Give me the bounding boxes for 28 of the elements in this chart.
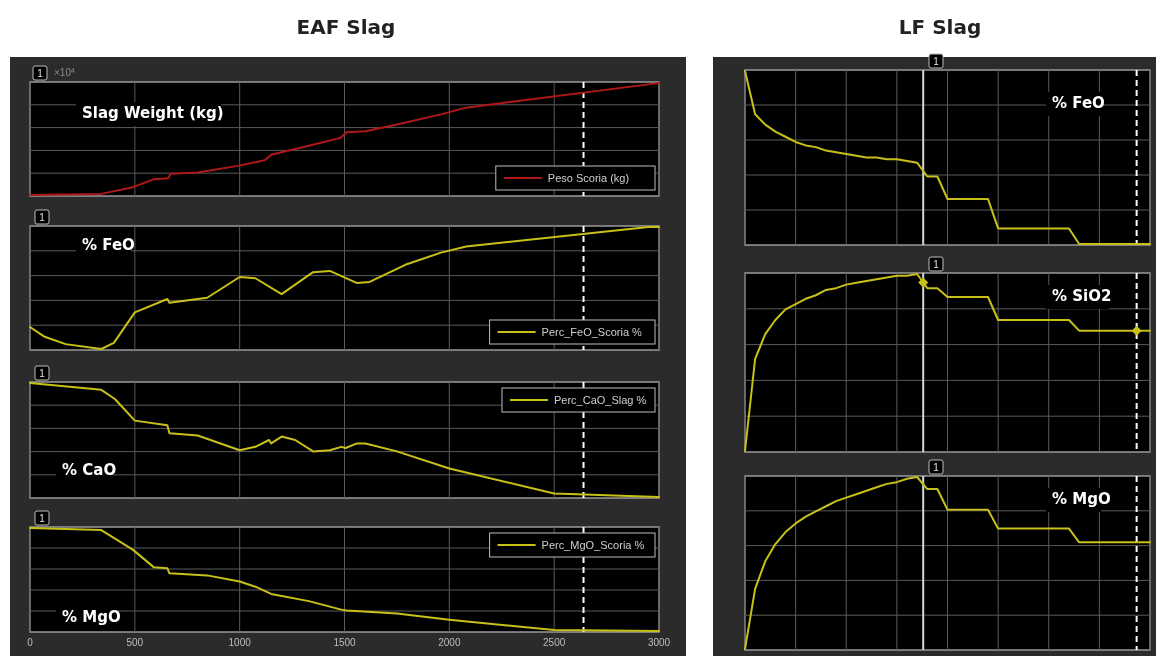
text: LF Slag: [898, 15, 982, 39]
x-tick-label: 0: [27, 637, 34, 648]
x-tick-label: 2500: [543, 637, 566, 648]
x-tick-label: 1500: [333, 637, 357, 648]
text: % MgO: [62, 608, 121, 626]
legend-label: Perc_CaO_Slag %: [554, 394, 647, 406]
text: % SiO2: [1052, 287, 1112, 305]
text: ×10$^{4}$: [54, 66, 75, 78]
text: 1: [933, 56, 940, 67]
text: % MgO: [1052, 490, 1111, 508]
x-tick-label: 1000: [228, 637, 252, 648]
x-tick-label: 3000: [647, 637, 671, 648]
legend-label: Perc_MgO_Scoria %: [541, 539, 645, 551]
text: 1: [933, 259, 940, 270]
text: 1: [933, 462, 940, 473]
x-tick-label: 500: [126, 637, 144, 648]
text: % CaO: [62, 461, 117, 479]
text: 1: [39, 212, 46, 223]
text: 1: [37, 68, 44, 79]
text: EAF Slag: [296, 15, 396, 39]
text: % FeO: [1052, 94, 1105, 112]
text: Slag Weight (kg): [82, 104, 224, 122]
legend-label: Peso Scoria (kg): [547, 172, 630, 184]
text: 1: [39, 513, 46, 524]
legend-label: Perc_FeO_Scoria %: [541, 326, 643, 338]
text: % FeO: [82, 236, 135, 254]
text: 1: [39, 368, 46, 379]
x-tick-label: 2000: [438, 637, 461, 648]
